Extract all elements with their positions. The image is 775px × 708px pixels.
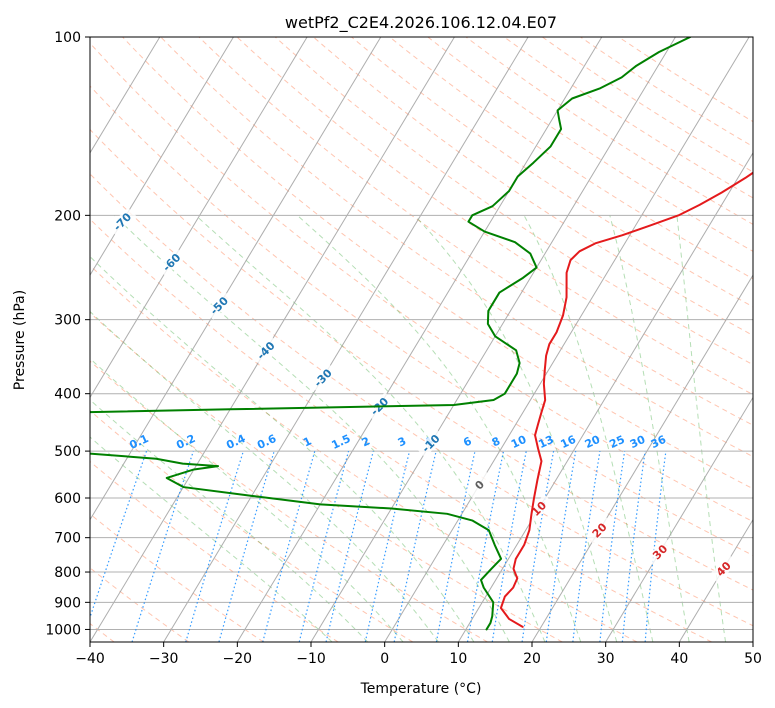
isotherm-label-bg <box>585 516 614 545</box>
y-tick-label: 1000 <box>45 622 81 638</box>
dry-adiabat-line <box>90 311 563 642</box>
mixing-ratio-line <box>621 451 646 642</box>
mixing-ratio-label: 13 <box>536 433 555 451</box>
isotherm-line <box>163 37 529 642</box>
y-axis-label: Pressure (hPa) <box>12 290 28 390</box>
moist-adiabat-line <box>414 215 618 642</box>
isotherm-label-bg <box>709 554 738 583</box>
dry-adiabat-line <box>274 37 753 366</box>
mixing-ratio-line <box>644 451 667 642</box>
x-tick-label: 20 <box>523 651 541 667</box>
isotherm-line <box>678 518 753 642</box>
moist-adiabat-line <box>195 214 546 642</box>
mixing-ratio-label: 25 <box>607 433 626 451</box>
dry-adiabat-line <box>90 173 753 627</box>
dry-adiabat-line <box>122 37 753 490</box>
isotherm-label-bg <box>308 363 337 392</box>
moist-adiabat-line <box>676 215 727 642</box>
dry-adiabat-line <box>90 264 638 642</box>
y-tick-label: 500 <box>54 444 81 460</box>
plot-area: 0.10.20.40.611.52346810131620253036-100-… <box>90 37 753 642</box>
moist-adiabat-line <box>90 310 439 642</box>
y-tick-label: 300 <box>54 313 81 329</box>
isotherm-label-bg <box>465 470 494 499</box>
y-tick-label: 600 <box>54 491 81 507</box>
x-axis-label: Temperature (°C) <box>360 681 482 697</box>
y-tick-label: 400 <box>54 387 81 403</box>
mixing-ratio-label: 30 <box>628 433 648 451</box>
mixing-ratio-line <box>364 450 411 642</box>
dry-adiabat-line <box>90 218 712 642</box>
x-tick-label: 40 <box>670 651 688 667</box>
isotherm-line <box>457 151 753 642</box>
mixing-ratio-line <box>325 450 374 642</box>
moist-adiabat-line <box>90 399 369 642</box>
isotherm-line <box>90 37 308 399</box>
y-tick-label: 900 <box>54 595 81 611</box>
x-tick-label: 10 <box>449 651 467 667</box>
x-tick-label: −20 <box>223 651 253 667</box>
axes: −40 −30 −20 −10 0 10 20 30 40 50 100 200 300 400 500 60… <box>45 30 762 667</box>
isotherm-label-bg <box>251 336 280 365</box>
moist-adiabat-line <box>609 215 690 642</box>
y-tick-label: 200 <box>54 208 81 224</box>
x-tick-label: 30 <box>597 651 615 667</box>
mixing-ratio-line <box>572 451 601 642</box>
dry-adiabat-line <box>351 37 753 308</box>
chart-title: wetPf2_C2E4.2026.106.12.04.E07 <box>285 13 557 33</box>
moist-adiabat-line <box>523 215 654 642</box>
mixing-ratio-line <box>298 450 350 642</box>
y-tick-label: 700 <box>54 531 81 547</box>
x-tick-label: −30 <box>149 651 179 667</box>
isotherm-line <box>90 37 161 154</box>
isotherm-label-bg <box>204 291 234 320</box>
mixing-ratio-line <box>262 450 316 642</box>
mixing-ratio-label: 10 <box>509 433 529 451</box>
moist-adiabat-line <box>90 357 404 642</box>
moist-adiabat-line <box>297 214 582 642</box>
moist-adiabat-line <box>90 436 333 642</box>
isotherm-line <box>310 37 676 642</box>
y-tick-label: 800 <box>54 565 81 581</box>
mixing-ratio-line <box>545 450 577 642</box>
mixing-ratio-label: 20 <box>583 433 603 451</box>
isotherm-label-bg <box>645 537 675 567</box>
isotherm-label-bg <box>157 248 186 277</box>
dry-adiabat-line <box>90 42 753 523</box>
y-tick-label: 100 <box>54 30 81 46</box>
isotherm-label-bg <box>108 207 137 236</box>
dry-adiabat-line <box>90 460 339 642</box>
mixing-ratio-line <box>131 450 194 642</box>
dry-adiabat-line <box>198 37 753 426</box>
mixing-ratio-line <box>218 450 275 642</box>
x-tick-label: −10 <box>296 651 326 667</box>
x-tick-label: 0 <box>380 651 389 667</box>
dry-adiabat-line <box>90 513 264 642</box>
isotherm-line <box>90 37 382 521</box>
mixing-ratio-line <box>599 451 626 642</box>
isotherm-label-bg <box>416 429 445 458</box>
temperature-profile-line <box>499 171 753 628</box>
dry-adiabat-line <box>90 360 488 642</box>
isotherm-line <box>90 37 234 277</box>
mixing-ratio-line <box>521 450 555 642</box>
dewpoint-profile-line <box>90 37 692 631</box>
x-tick-label: −40 <box>75 651 105 667</box>
mixing-ratio-label: 36 <box>649 433 669 451</box>
isotherm-line <box>236 37 603 642</box>
mixing-ratio-line <box>185 450 244 642</box>
x-tick-label: 50 <box>744 651 762 667</box>
mixing-ratio-label: 16 <box>559 433 579 451</box>
dry-adiabat-line <box>90 128 753 591</box>
plot-frame <box>89 36 754 643</box>
isotherm-line <box>384 37 750 642</box>
